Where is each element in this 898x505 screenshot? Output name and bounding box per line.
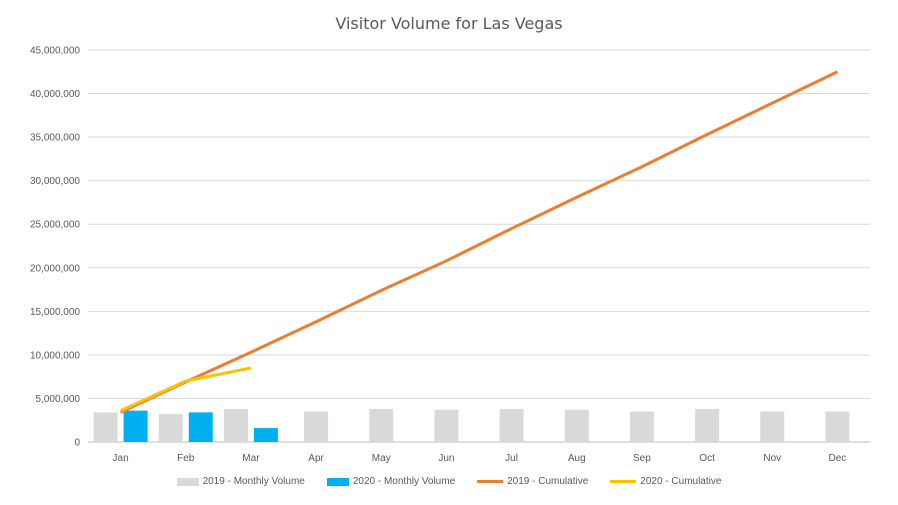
bar	[695, 408, 720, 442]
legend: 2019 - Monthly Volume 2020 - Monthly Volu…	[0, 476, 898, 487]
bar	[629, 411, 654, 442]
y-tick-label: 5,000,000	[36, 394, 81, 405]
y-tick-label: 40,000,000	[30, 89, 80, 100]
y-tick-label: 25,000,000	[30, 220, 80, 231]
y-tick-label: 10,000,000	[30, 350, 80, 361]
x-tick-label: Jan	[113, 453, 129, 464]
bar	[825, 411, 850, 442]
x-tick-label: Nov	[763, 453, 781, 464]
x-tick-label: Apr	[308, 453, 324, 464]
x-tick-label: Mar	[242, 453, 260, 464]
legend-item: 2019 - Monthly Volume	[176, 476, 305, 487]
bar	[304, 411, 329, 442]
y-tick-label: 35,000,000	[30, 133, 80, 144]
x-tick-label: Aug	[568, 453, 586, 464]
bar	[188, 412, 213, 442]
x-tick-label: Sep	[633, 453, 651, 464]
legend-label: 2020 - Monthly Volume	[352, 476, 456, 487]
y-tick-label: 0	[74, 438, 80, 449]
legend-swatch	[477, 480, 504, 483]
x-tick-label: Feb	[177, 453, 195, 464]
legend-item: 2020 - Cumulative	[610, 476, 721, 487]
legend-item: 2019 - Cumulative	[477, 476, 588, 487]
chart-title: Visitor Volume for Las Vegas	[335, 14, 563, 33]
series-line	[119, 366, 252, 413]
legend-item: 2020 - Monthly Volume	[326, 476, 456, 487]
bar	[223, 408, 248, 442]
bar	[158, 414, 183, 442]
legend-label: 2019 - Cumulative	[507, 476, 589, 487]
bar	[499, 408, 524, 442]
legend-label: 2020 - Cumulative	[640, 476, 722, 487]
x-tick-label: Dec	[829, 453, 847, 464]
bar	[93, 412, 118, 442]
x-tick-label: May	[372, 453, 391, 464]
bar	[369, 408, 394, 442]
bar	[564, 409, 589, 442]
bar	[760, 411, 785, 442]
y-tick-label: 45,000,000	[30, 46, 80, 57]
legend-swatch	[610, 480, 637, 483]
legend-label: 2019 - Monthly Volume	[202, 476, 305, 487]
legend-swatch	[326, 477, 349, 486]
bar	[434, 409, 459, 442]
y-tick-label: 30,000,000	[30, 176, 80, 187]
x-tick-label: Oct	[699, 453, 715, 464]
x-tick-label: Jul	[505, 453, 518, 464]
y-tick-label: 20,000,000	[30, 263, 80, 274]
y-tick-label: 15,000,000	[30, 307, 80, 318]
bar	[123, 410, 148, 442]
bar	[253, 428, 278, 442]
legend-swatch	[176, 477, 199, 486]
x-tick-label: Jun	[438, 453, 454, 464]
series-line	[119, 70, 839, 414]
